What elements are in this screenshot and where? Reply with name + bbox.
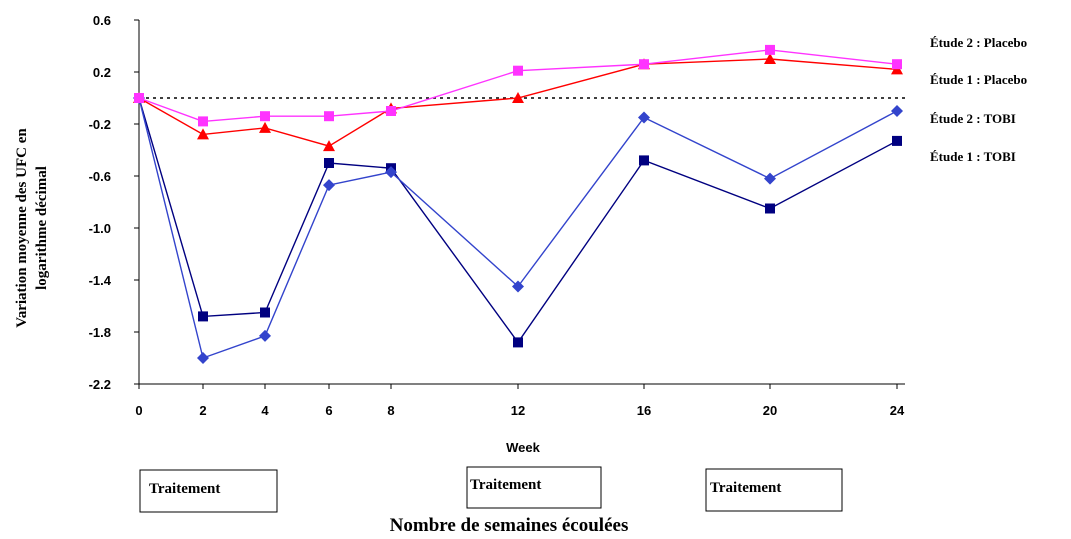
x-tick-label: 12 — [511, 403, 525, 418]
treatment-box-2-label: Traitement — [470, 477, 541, 493]
y-tick-label: -1.8 — [89, 325, 111, 340]
treatment-box-2: Traitement — [466, 466, 602, 509]
treatment-box-1: Traitement — [139, 469, 278, 513]
data-point — [260, 307, 270, 318]
data-point — [134, 93, 144, 103]
data-point — [512, 280, 524, 293]
series-1 — [134, 44, 902, 127]
series-4 — [134, 93, 902, 348]
data-point — [512, 92, 524, 103]
series-line — [138, 97, 898, 359]
data-point — [639, 155, 649, 166]
data-point — [638, 111, 650, 124]
x-ticks: 0 2 4 6 8 12 16 20 24 — [135, 384, 905, 418]
bottom-title: Nombre de semaines écoulées — [390, 515, 629, 536]
legend-entry: Étude 1 : TOBI — [930, 149, 1016, 164]
y-tick-label: -0.6 — [89, 169, 111, 184]
data-point — [892, 59, 902, 70]
x-tick-label: 0 — [135, 403, 142, 418]
y-tick-label: -1.0 — [89, 221, 111, 236]
x-tick-label: 20 — [763, 403, 777, 418]
x-tick-label: 4 — [261, 403, 269, 418]
treatment-box-2-frame — [466, 466, 602, 509]
x-tick-label: 16 — [637, 403, 651, 418]
data-point — [259, 329, 271, 342]
series-3 — [133, 92, 903, 364]
x-axis-title: Week — [506, 440, 540, 455]
data-point — [639, 59, 649, 70]
treatment-box-3-frame — [705, 468, 843, 512]
data-point — [260, 111, 270, 122]
y-axis-title-line2: logarithme décimal — [34, 166, 50, 290]
legend-entry: Étude 2 : Placebo — [930, 35, 1027, 50]
y-axis-title: Variation moyenne des UFC en logarithme … — [14, 128, 50, 328]
data-point — [891, 105, 903, 117]
data-point — [323, 140, 335, 152]
treatment-box-3-label: Traitement — [710, 480, 781, 496]
series-line — [138, 97, 898, 344]
data-point — [386, 106, 396, 116]
data-point — [197, 128, 209, 140]
axes — [138, 20, 905, 385]
data-point — [197, 352, 209, 364]
data-point — [385, 166, 397, 179]
x-tick-label: 2 — [199, 403, 206, 418]
y-ticks: 0.6 0.2 -0.2 -0.6 -1.0 -1.4 -1.8 -2.2 — [89, 13, 139, 392]
data-point — [323, 179, 335, 192]
y-tick-label: -0.2 — [89, 117, 111, 132]
series-layer — [133, 44, 903, 364]
data-point — [198, 116, 208, 127]
treatment-box-1-frame — [139, 469, 278, 513]
treatment-box-3: Traitement — [705, 468, 843, 512]
y-tick-label: 0.2 — [93, 65, 111, 80]
y-axis-title-line1: Variation moyenne des UFC en — [14, 128, 30, 328]
data-point — [198, 311, 208, 322]
y-tick-label: -1.4 — [89, 273, 112, 288]
x-tick-label: 8 — [387, 403, 394, 418]
x-tick-label: 24 — [890, 403, 905, 418]
data-point — [892, 135, 902, 146]
data-point — [513, 65, 523, 76]
data-point — [764, 53, 776, 64]
data-point — [765, 44, 775, 55]
data-point — [764, 172, 776, 185]
data-point — [324, 111, 334, 122]
legend-entry: Étude 2 : TOBI — [930, 111, 1016, 126]
treatment-box-1-label: Traitement — [149, 481, 220, 497]
data-point — [765, 203, 775, 214]
x-tick-label: 6 — [325, 403, 332, 418]
legend: Étude 2 : Placebo Étude 1 : Placebo Étude … — [930, 35, 1027, 164]
y-tick-label: 0.6 — [93, 13, 111, 28]
legend-entry: Étude 1 : Placebo — [930, 72, 1027, 87]
data-point — [513, 337, 523, 348]
y-tick-label: -2.2 — [89, 377, 111, 392]
data-point — [259, 121, 271, 133]
data-point — [324, 158, 334, 168]
